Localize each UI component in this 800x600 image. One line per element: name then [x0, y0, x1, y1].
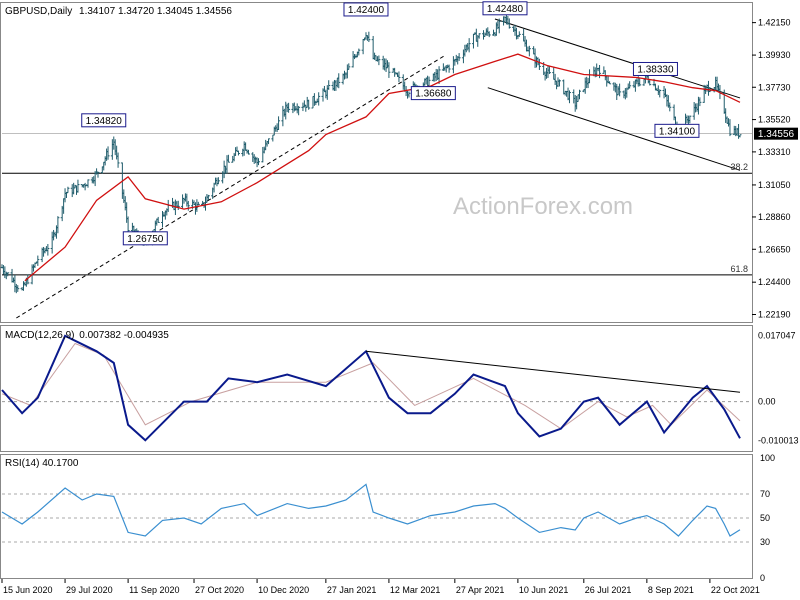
macd-name: MACD(12,26,9) [5, 330, 74, 341]
rsi-axis: 100 70 50 30 0 [760, 453, 775, 583]
price-tick-label: 1.26650 [758, 244, 791, 254]
rsi-tick-label: 50 [760, 513, 770, 523]
rsi-tick-label: 100 [760, 453, 775, 463]
price-tick-label: 1.24400 [758, 277, 791, 287]
trendline [494, 18, 741, 99]
price-label-text: 1.36680 [415, 89, 452, 100]
date-tick-label: 27 Apr 2021 [456, 585, 505, 595]
price-label-box [482, 1, 528, 16]
macd-panel-frame [0, 325, 753, 452]
price-label-text: 1.42400 [348, 5, 385, 16]
price-label-text: 1.42480 [487, 4, 524, 15]
date-tick-label: 27 Jan 2021 [327, 585, 377, 595]
price-label-box [632, 61, 678, 76]
current-price-marker: 1.34556 [754, 127, 798, 140]
price-label-box [410, 86, 456, 101]
macd-tick-label: -0.010013 [758, 435, 799, 445]
ohlc-text: 1.34107 1.34720 1.34045 1.34556 [79, 6, 232, 17]
date-tick-label: 8 Sep 2021 [648, 585, 694, 595]
fibonacci-labels: 38.2 61.8 [730, 162, 748, 274]
date-tick-label: 15 Jun 2020 [3, 585, 53, 595]
price-tick-label: 1.35520 [758, 115, 791, 125]
price-labels: 1.34820 1.26750 1.42400 1.36680 1.42480 1.383… [81, 1, 700, 246]
price-label-box [654, 123, 700, 138]
current-price-label: 1.34556 [758, 129, 795, 140]
trendline [487, 87, 741, 171]
date-tick-label: 27 Oct 2020 [195, 585, 244, 595]
date-tick-label: 29 Jul 2020 [66, 585, 113, 595]
price-tick-label: 1.42150 [758, 18, 791, 28]
date-tick-label: 22 Oct 2021 [711, 585, 760, 595]
macd-tick-label: 0.017047 [758, 331, 796, 341]
macd-axis: 0.017047 0.00 -0.010013 [758, 331, 799, 446]
date-tick-label: 10 Dec 2020 [258, 585, 309, 595]
rsi-tick-label: 70 [760, 489, 770, 499]
rsi-tick-label: 30 [760, 537, 770, 547]
price-label-text: 1.34100 [659, 126, 696, 137]
price-tick-label: 1.33310 [758, 147, 791, 157]
date-tick-label: 11 Sep 2020 [129, 585, 179, 595]
moving-average-line [24, 53, 741, 282]
symbol-text: GBPUSD,Daily [5, 6, 72, 17]
rsi-panel-frame [0, 454, 753, 579]
rsi-panel: 100 70 50 30 0 RSI(14) 40.1700 [0, 453, 775, 583]
price-tick-label: 1.31050 [758, 180, 791, 190]
chart-symbol-label: GBPUSD,Daily 1.34107 1.34720 1.34045 1.3… [5, 6, 232, 17]
watermark: ActionForex.com [453, 193, 633, 220]
macd-panel: 0.017047 0.00 -0.010013 MACD(12,26,9) 0.00… [0, 325, 799, 452]
date-tick-label: 12 Mar 2021 [390, 585, 441, 595]
current-price-box [754, 127, 798, 140]
date-axis: 15 Jun 2020 29 Jul 2020 11 Sep 2020 27 Oct … [1, 579, 760, 595]
price-label-box [122, 231, 168, 246]
rsi-label: RSI(14) 40.1700 [5, 458, 79, 469]
price-panel: ActionForex.com 1.348201.267501.424001.3… [0, 1, 798, 323]
fib-level-label: 38.2 [730, 162, 748, 172]
price-tick-label: 1.28860 [758, 212, 791, 222]
date-tick-label: 26 Jul 2021 [585, 585, 632, 595]
macd-label: MACD(12,26,9) 0.007382 -0.004935 [5, 330, 169, 341]
macd-trendline [365, 350, 741, 393]
price-tick-label: 1.39930 [758, 50, 791, 60]
trendlines [16, 18, 741, 319]
price-axis: 1.42150 1.39930 1.37730 1.35520 1.33310 1.310… [752, 18, 791, 319]
price-tick-label: 1.37730 [758, 82, 791, 92]
fib-level-label: 61.8 [730, 264, 748, 274]
rsi-tick-label: 0 [760, 573, 765, 583]
rsi-level-lines [2, 493, 752, 543]
price-label-box [343, 2, 389, 17]
macd-tick-label: 0.00 [758, 397, 776, 407]
macd-values: 0.007382 -0.004935 [79, 330, 169, 341]
price-label-text: 1.34820 [86, 116, 123, 127]
date-tick-label: 10 Jun 2021 [519, 585, 569, 595]
price-tick-label: 1.22190 [758, 309, 791, 319]
price-label-box [81, 113, 127, 128]
price-label-text: 1.26750 [127, 234, 164, 245]
macd-main-line [1, 334, 741, 442]
price-label-text: 1.38330 [637, 64, 674, 75]
rsi-line [1, 483, 741, 537]
